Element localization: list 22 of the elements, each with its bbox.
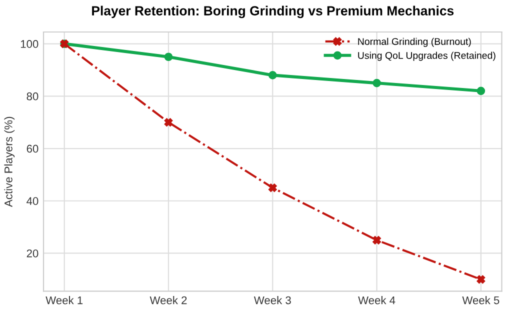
legend-label: Using QoL Upgrades (Retained) [358,52,496,61]
point [372,78,381,88]
point [164,118,173,126]
x-tick-label: Week 5 [462,296,500,304]
x-tick-label: Week 3 [254,296,291,304]
x-tick-label: Week 4 [358,296,396,304]
x-tick-label: Week 1 [46,296,83,304]
point [268,184,277,192]
y-tick-label: 100 [20,40,38,48]
point [372,236,381,244]
x-tick-label: Week 2 [150,296,187,304]
point [476,275,486,284]
y-tick-label: 20 [26,250,38,258]
point [164,52,173,62]
y-tick-label: 80 [26,92,38,100]
y-tick-label: 60 [26,144,38,153]
y-axis-title: Active Players (%) [4,116,15,207]
chart-title: Player Retention: Boring Grinding vs Premium Mechanics [92,6,454,18]
point [476,86,486,96]
y-tick-label: 40 [26,197,38,206]
legend-label: Normal Grinding (Burnout) [358,38,471,47]
point [268,71,277,80]
